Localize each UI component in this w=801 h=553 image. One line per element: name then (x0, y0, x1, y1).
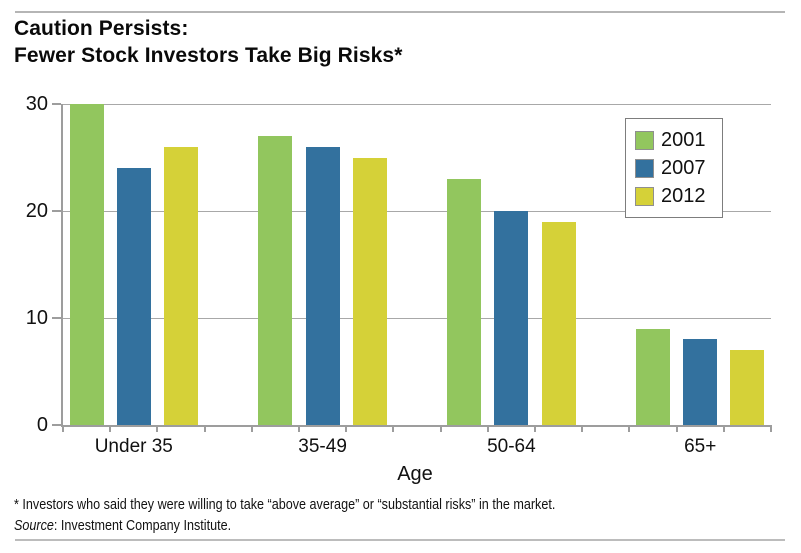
y-axis-tick-30 (52, 103, 61, 105)
legend-box: 2001 2007 2012 (625, 118, 723, 218)
y-axis-label-20: 20 (25, 200, 48, 222)
footnote: * Investors who said they were willing t… (14, 494, 658, 536)
bar-2012-65+ (730, 350, 765, 425)
gridline-10 (63, 317, 771, 319)
bar-2001-65+ (636, 328, 670, 425)
legend-swatch-2012 (635, 186, 654, 206)
gridline-30 (63, 103, 771, 105)
y-axis-tick-0 (52, 424, 61, 426)
chart-title-line2: Fewer Stock Investors Take Big Risks* (14, 44, 403, 67)
bottom-divider-line (15, 539, 785, 541)
x-axis-tick (486, 425, 489, 432)
footnote-source-rest: : Investment Company Institute. (53, 517, 232, 534)
x-axis-tick (675, 425, 678, 432)
bar-2007-50-64 (494, 211, 529, 425)
legend-swatch-2001 (635, 130, 654, 150)
bar-2001-50-64 (447, 178, 482, 425)
y-axis-tick-10 (52, 317, 61, 319)
chart-title: Caution Persists: Fewer Stock Investors … (14, 15, 402, 69)
legend-entry-2001: 2001 (635, 126, 722, 154)
top-divider-line (15, 11, 785, 13)
footnote-line1: * Investors who said they were willing t… (14, 496, 556, 513)
x-axis-tick (62, 425, 64, 432)
legend-label-2007: 2007 (661, 156, 706, 179)
x-axis-tick (345, 425, 348, 432)
x-axis-tick (392, 425, 395, 432)
x-axis-tick (109, 425, 112, 432)
legend-entry-2012: 2012 (635, 182, 722, 210)
y-axis-tick-20 (52, 210, 61, 212)
x-axis-tick (581, 425, 584, 432)
bar-2007-65+ (683, 339, 718, 425)
bar-2001-Under 35 (69, 104, 104, 425)
x-axis-label-65+: 65+ (684, 436, 717, 457)
x-axis-tick (156, 425, 159, 432)
y-axis-label-30: 30 (25, 93, 48, 115)
x-axis-tick (628, 425, 631, 432)
x-axis-tick (298, 425, 300, 432)
legend-swatch-2007 (635, 158, 654, 178)
plot-area: 0 10 20 30 Under 35 35-49 50-64 65+ (26, 93, 772, 457)
bar-2007-35-49 (305, 146, 340, 425)
bar-2012-Under 35 (164, 146, 198, 425)
x-axis-tick (770, 425, 772, 432)
x-axis-title: Age (397, 463, 433, 485)
y-axis-label-10: 10 (25, 307, 48, 329)
y-axis-label-0: 0 (36, 414, 48, 436)
x-axis-label-50-64: 50-64 (487, 436, 536, 457)
bar-2007-Under 35 (116, 168, 151, 425)
bar-2012-50-64 (541, 221, 576, 425)
x-axis-tick (722, 425, 725, 432)
x-axis-tick (534, 425, 536, 432)
legend-label-2012: 2012 (661, 184, 706, 207)
legend-label-2001: 2001 (661, 128, 706, 151)
gridline-20 (63, 210, 771, 212)
chart-title-line1: Caution Persists: (14, 17, 189, 40)
x-axis-label-Under 35: Under 35 (94, 436, 173, 457)
x-axis-tick (250, 425, 253, 432)
x-axis-tick (203, 425, 206, 432)
bar-2001-35-49 (258, 136, 293, 425)
x-axis-label-35-49: 35-49 (298, 436, 347, 457)
legend-entry-2007: 2007 (635, 154, 722, 182)
bar-2012-35-49 (352, 157, 387, 425)
footnote-source: Source: Investment Company Institute. (14, 515, 658, 536)
x-axis-tick (439, 425, 442, 432)
footnote-source-label: Source (14, 517, 54, 534)
